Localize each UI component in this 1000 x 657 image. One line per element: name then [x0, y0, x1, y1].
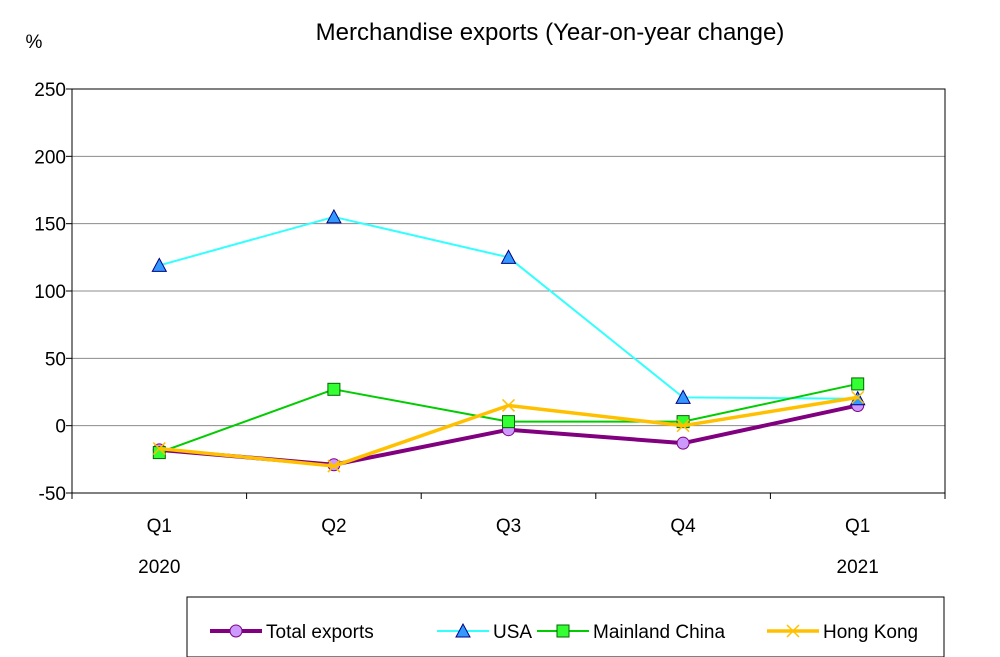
series-mainland-china — [152, 377, 865, 460]
legend-entry: Hong Kong — [767, 622, 918, 643]
legend-label: Hong Kong — [823, 622, 918, 643]
legend-entry: Mainland China — [537, 622, 725, 643]
y-axis-unit-label: % — [26, 32, 43, 53]
data-point — [676, 419, 690, 433]
x-tick-label: Q4 — [670, 516, 696, 537]
y-tick-label: 150 — [34, 215, 66, 236]
series-line — [159, 215, 858, 400]
legend-marker — [786, 624, 800, 638]
y-tick-label: -50 — [39, 484, 66, 505]
y-axis-ticks: -50 0 50 100 150 200 250 — [34, 80, 72, 505]
data-point — [501, 398, 516, 412]
legend: Total exports USA Mainland China Hong Kong — [186, 596, 945, 657]
legend-label: Mainland China — [593, 622, 725, 643]
x-tick-label: Q2 — [321, 516, 346, 537]
legend-entry: USA — [437, 622, 532, 643]
data-point — [851, 390, 865, 404]
y-tick-label: 100 — [34, 282, 66, 303]
x-tick-label: Q1 — [845, 516, 870, 537]
gridlines — [72, 155, 945, 427]
series-hong-kong — [152, 390, 865, 473]
legend-entry: Total exports — [210, 622, 374, 643]
legend-marker — [455, 622, 471, 638]
data-point — [500, 249, 517, 264]
legend-label: USA — [493, 622, 532, 643]
data-point — [851, 377, 865, 391]
data-point — [151, 257, 168, 272]
data-point — [327, 382, 341, 396]
series-usa — [151, 208, 866, 406]
x-year-label: 2021 — [837, 557, 879, 578]
x-tick-label: Q3 — [496, 516, 521, 537]
x-tick-label: Q1 — [147, 516, 172, 537]
data-point — [326, 208, 342, 224]
data-point — [502, 415, 515, 429]
legend-label: Total exports — [266, 622, 374, 643]
data-point — [152, 442, 166, 456]
legend-marker — [556, 624, 570, 638]
legend-marker — [229, 624, 243, 638]
data-point — [675, 389, 691, 404]
x-axis-ticks: Q1 Q2 Q3 Q4 Q1 2020 2021 — [71, 493, 946, 578]
data-point — [676, 436, 690, 450]
y-tick-label: 200 — [34, 147, 66, 168]
x-year-label: 2020 — [138, 557, 180, 578]
chart-title: Merchandise exports (Year-on-year change… — [316, 19, 785, 46]
y-tick-label: 250 — [34, 80, 66, 101]
y-tick-label: 50 — [45, 349, 66, 370]
y-tick-label: 0 — [55, 417, 66, 438]
series-lines — [151, 208, 866, 473]
data-point — [327, 459, 341, 473]
